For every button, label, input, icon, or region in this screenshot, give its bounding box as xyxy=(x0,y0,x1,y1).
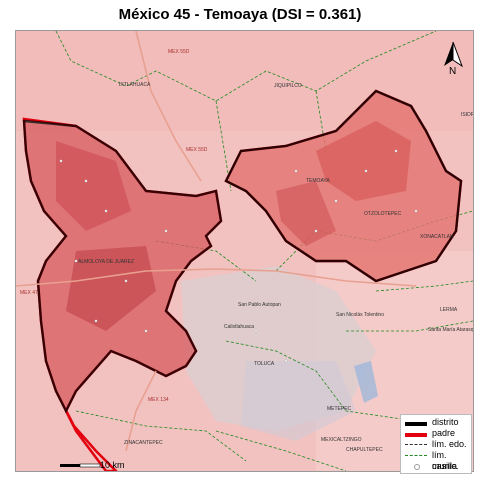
road-label: MEX 134 xyxy=(148,397,169,403)
map-canvas[interactable]: IXTLAHUACA JIQUIPILCO TEMOAYA OTZOLOTEPE… xyxy=(15,30,474,472)
place-label: JIQUIPILCO xyxy=(274,83,302,89)
place-label: IXTLAHUACA xyxy=(119,82,151,88)
legend-label: lím. munic. xyxy=(432,450,459,471)
place-label: ZINACANTEPEC xyxy=(124,440,163,446)
place-label: CHAPULTEPEC xyxy=(346,447,383,453)
road-label: MEX 47 xyxy=(20,290,38,296)
map-svg[interactable]: IXTLAHUACA JIQUIPILCO TEMOAYA OTZOLOTEPE… xyxy=(16,31,473,471)
legend-swatch xyxy=(405,422,427,426)
district-section xyxy=(316,121,411,201)
place-label: METEPEC xyxy=(327,406,352,412)
place-label: MEXICALTZINGO xyxy=(321,437,362,443)
place-label: OTZOLOTEPEC xyxy=(364,211,402,217)
legend-item-casilla: casilla xyxy=(405,461,471,472)
legend-label: padre xyxy=(432,428,456,438)
place-label: TOLUCA xyxy=(254,361,275,367)
roads xyxy=(16,31,417,452)
legend-item-lim-munic: lím. munic. xyxy=(405,450,471,471)
scale-bar xyxy=(60,463,101,468)
legend-swatch xyxy=(405,455,427,456)
district-section xyxy=(56,141,131,231)
district-section xyxy=(66,246,156,331)
legend-label: distrito xyxy=(432,417,459,427)
place-label: Calixtlahuaca xyxy=(224,324,254,330)
north-arrow-icon xyxy=(444,41,464,68)
legend-item-lim-edo: lím. edo. xyxy=(405,439,471,450)
place-label: San Nicolás Tolentino xyxy=(336,312,384,318)
place-label: TEMOAYA xyxy=(306,178,330,184)
place-label: San Pablo Autopan xyxy=(238,302,281,308)
legend-label: casilla xyxy=(432,461,458,471)
road-label: MEX 55D xyxy=(168,49,190,55)
legend-swatch xyxy=(414,464,420,470)
place-label: Santa María Atarasquillo xyxy=(428,327,473,333)
scale-label: 10 km xyxy=(100,460,125,470)
place-label: ISIDRO xyxy=(461,112,473,118)
legend-swatch xyxy=(405,433,427,437)
legend-item-padre: padre xyxy=(405,428,471,439)
urban-area-metepec xyxy=(241,361,356,441)
north-label: N xyxy=(449,66,457,77)
water-body xyxy=(354,361,378,403)
legend-item-distrito: distrito xyxy=(405,417,471,428)
map-legend: distrito padre lím. edo. lím. munic. cas… xyxy=(400,414,472,474)
place-label: LERMA xyxy=(440,307,458,313)
district-section xyxy=(276,181,336,246)
legend-label: lím. edo. xyxy=(432,439,467,449)
legend-swatch xyxy=(405,444,427,445)
place-label: ALMOLOYA DE JUAREZ xyxy=(78,259,134,265)
road-label: MEX 55D xyxy=(186,147,208,153)
map-title: México 45 - Temoaya (DSI = 0.361) xyxy=(118,6,362,23)
place-label: XONACATLAN xyxy=(420,234,454,240)
casilla-points xyxy=(59,149,418,363)
